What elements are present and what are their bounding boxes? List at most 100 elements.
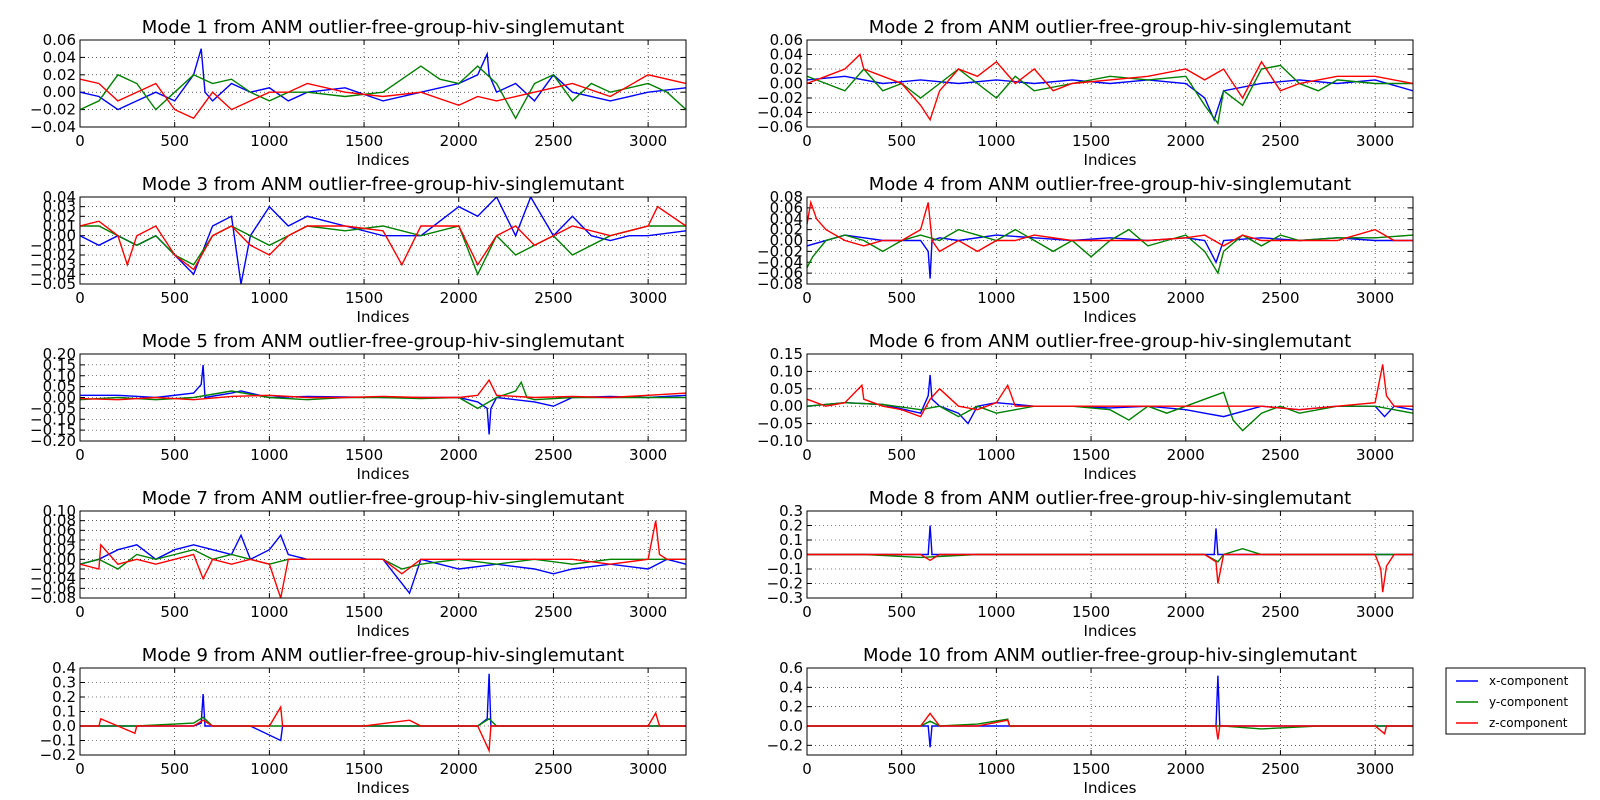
y-tick-label: 0.01 [43,217,76,235]
x-tick-label: 1500 [1072,132,1110,150]
y-tick-label: −0.1 [40,732,76,750]
series-line-z-component [807,364,1413,418]
legend: x-component y-component z-component [1445,667,1586,735]
y-tick-label: 0.02 [43,66,76,84]
x-tick-label: 1500 [1072,446,1110,464]
y-tick-label: −0.04 [757,253,803,271]
x-tick-label: 3000 [1356,132,1394,150]
x-tick-label: 2000 [1167,132,1205,150]
x-tick-label: 500 [160,603,189,621]
x-axis-label: Indices [1084,622,1137,640]
plot-frame [806,510,1414,599]
y-tick-label: 0.05 [43,378,76,396]
series-line-x-component [807,75,1413,122]
x-tick-label: 3000 [1356,446,1394,464]
x-tick-label: 3000 [1356,289,1394,307]
series-line-z-component [807,199,1413,253]
y-tick-label: 0.1 [779,531,803,549]
y-tick-label: 0.1 [52,703,76,721]
series-line-x-component [807,234,1413,279]
plot-frame [806,353,1414,442]
x-tick-label: 0 [75,603,85,621]
y-tick-label: 0.05 [770,380,803,398]
x-tick-label: 3000 [629,446,667,464]
plot-frame [79,353,687,442]
x-tick-label: 2500 [534,289,572,307]
x-tick-label: 0 [802,289,812,307]
x-tick-label: 500 [160,289,189,307]
y-tick-label: 0.06 [770,199,803,217]
x-tick-label: 2000 [440,760,478,778]
y-tick-label: −0.03 [30,256,76,274]
x-tick-label: 1000 [977,446,1015,464]
y-tick-label: −0.01 [30,236,76,254]
series-line-x-component [80,364,686,435]
x-axis-label: Indices [357,308,410,326]
x-tick-label: 3000 [629,760,667,778]
y-tick-label: 0.00 [43,227,76,245]
x-tick-label: 3000 [1356,760,1394,778]
x-tick-label: 1500 [345,446,383,464]
x-tick-label: 1000 [250,132,288,150]
panel-title: Mode 8 from ANM outlier-free-group-hiv-s… [869,488,1352,509]
x-axis-label: Indices [1084,779,1137,797]
y-tick-label: −0.02 [757,89,803,107]
y-tick-label: −0.10 [757,432,803,450]
plot-frame [79,196,687,285]
y-tick-label: −0.1 [767,560,803,578]
series-line-x-component [80,533,686,595]
y-tick-label: 0.00 [43,389,76,407]
x-tick-label: 2000 [440,132,478,150]
x-tick-label: 2000 [440,603,478,621]
x-tick-label: 0 [75,446,85,464]
series-line-z-component [807,553,1413,593]
x-tick-label: 1000 [250,603,288,621]
y-tick-label: 0.4 [779,678,803,696]
series-line-x-component [807,675,1413,748]
series-line-x-component [807,374,1413,425]
series-line-z-component [80,378,686,401]
x-tick-label: 3000 [1356,603,1394,621]
y-tick-label: 0.06 [770,31,803,49]
x-tick-label: 1000 [250,760,288,778]
y-tick-label: −0.06 [30,579,76,597]
x-tick-label: 2000 [440,289,478,307]
y-tick-label: 0.00 [43,550,76,568]
x-tick-label: 2500 [534,132,572,150]
panel-8: Mode 8 from ANM outlier-free-group-hiv-s… [767,488,1414,640]
y-tick-label: −0.02 [30,246,76,264]
legend-label: z-component [1489,716,1568,730]
y-tick-label: 0.00 [770,232,803,250]
x-axis-label: Indices [357,465,410,483]
plot-frame [806,39,1414,128]
x-tick-label: 2500 [1261,289,1299,307]
series-line-z-component [80,704,686,754]
x-tick-label: 0 [802,446,812,464]
x-tick-label: 500 [887,446,916,464]
x-tick-label: 2500 [1261,760,1299,778]
x-tick-label: 2500 [534,446,572,464]
y-tick-label: −0.15 [30,421,76,439]
x-tick-label: 2500 [534,760,572,778]
y-tick-label: 0.06 [43,521,76,539]
y-tick-label: −0.04 [757,104,803,122]
x-tick-label: 0 [802,132,812,150]
y-tick-label: −0.02 [757,242,803,260]
x-tick-label: 2000 [1167,289,1205,307]
series-line-x-component [80,673,686,742]
x-tick-label: 500 [887,760,916,778]
y-tick-label: 0.3 [779,502,803,520]
y-tick-label: −0.04 [30,570,76,588]
x-tick-label: 1500 [1072,760,1110,778]
y-tick-label: −0.08 [30,589,76,607]
x-tick-label: 500 [160,760,189,778]
y-tick-label: −0.05 [30,275,76,293]
x-tick-label: 1500 [345,289,383,307]
y-tick-label: −0.04 [30,265,76,283]
x-tick-label: 0 [75,289,85,307]
y-tick-label: 0.00 [770,397,803,415]
y-tick-label: −0.2 [767,736,803,754]
y-tick-label: 0.04 [43,48,76,66]
y-tick-label: −0.05 [757,415,803,433]
